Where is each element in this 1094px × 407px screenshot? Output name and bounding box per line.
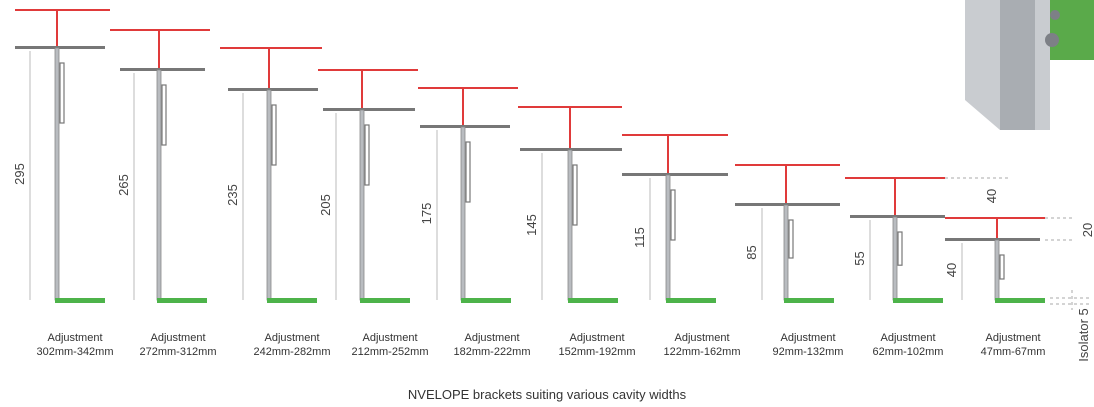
height-label: 85 bbox=[744, 245, 759, 259]
plate bbox=[520, 148, 622, 151]
range-label: 47mm-67mm bbox=[981, 346, 1046, 358]
range-label: 92mm-132mm bbox=[773, 346, 844, 358]
pole bbox=[567, 149, 573, 301]
adjustment-label: Adjustment bbox=[362, 332, 417, 344]
adjustment-label: Adjustment bbox=[674, 332, 729, 344]
clip bbox=[999, 254, 1005, 280]
pole bbox=[892, 216, 898, 301]
range-label: 122mm-162mm bbox=[663, 346, 740, 358]
foot bbox=[893, 298, 943, 303]
range-label: 302mm-342mm bbox=[36, 346, 113, 358]
range-label: 242mm-282mm bbox=[253, 346, 330, 358]
foot bbox=[784, 298, 834, 303]
height-label: 265 bbox=[116, 174, 131, 196]
pole bbox=[460, 126, 466, 301]
height-label: 55 bbox=[852, 251, 867, 265]
foot bbox=[157, 298, 207, 303]
clip bbox=[572, 164, 578, 226]
range-label: 272mm-312mm bbox=[139, 346, 216, 358]
adjustment-label: Adjustment bbox=[569, 332, 624, 344]
clip bbox=[364, 124, 370, 186]
adjustment-label: Adjustment bbox=[264, 332, 319, 344]
height-label: 145 bbox=[524, 214, 539, 236]
foot bbox=[267, 298, 317, 303]
foot bbox=[995, 298, 1045, 303]
plate bbox=[850, 215, 945, 218]
caption: NVELOPE brackets suiting various cavity … bbox=[408, 387, 687, 402]
foot bbox=[666, 298, 716, 303]
product-photo bbox=[965, 0, 1094, 130]
pole bbox=[665, 174, 671, 301]
plate bbox=[323, 108, 415, 111]
clip bbox=[465, 141, 471, 203]
adjustment-label: Adjustment bbox=[464, 332, 519, 344]
clip bbox=[897, 231, 903, 266]
plate bbox=[228, 88, 318, 91]
foot bbox=[360, 298, 410, 303]
offset-label: 40 bbox=[984, 189, 999, 203]
foot bbox=[568, 298, 618, 303]
plate bbox=[622, 173, 728, 176]
range-label: 182mm-222mm bbox=[453, 346, 530, 358]
foot bbox=[55, 298, 105, 303]
clip bbox=[161, 84, 167, 146]
pole bbox=[994, 239, 1000, 301]
clip bbox=[788, 219, 794, 259]
plate bbox=[945, 238, 1040, 241]
pole bbox=[54, 47, 60, 301]
height-label: 175 bbox=[419, 203, 434, 225]
height-label: 235 bbox=[225, 184, 240, 206]
height-label: 115 bbox=[632, 227, 647, 248]
range-label: 62mm-102mm bbox=[873, 346, 944, 358]
adjustment-label: Adjustment bbox=[880, 332, 935, 344]
clip bbox=[59, 62, 65, 124]
clip bbox=[670, 189, 676, 241]
pole bbox=[156, 69, 162, 301]
foot bbox=[461, 298, 511, 303]
pole bbox=[359, 109, 365, 301]
plate bbox=[15, 46, 105, 49]
plate bbox=[735, 203, 840, 206]
adjustment-label: Adjustment bbox=[47, 332, 102, 344]
adjustment-label: Adjustment bbox=[780, 332, 835, 344]
plate bbox=[420, 125, 510, 128]
clip bbox=[271, 104, 277, 166]
adjustment-label: Adjustment bbox=[985, 332, 1040, 344]
height-label: 205 bbox=[318, 194, 333, 216]
right-dimensions bbox=[945, 177, 1090, 310]
adjustment-label: Adjustment bbox=[150, 332, 205, 344]
range-label: 152mm-192mm bbox=[558, 346, 635, 358]
range-label: 212mm-252mm bbox=[351, 346, 428, 358]
height-label: 40 bbox=[944, 263, 959, 277]
pole bbox=[783, 204, 789, 301]
isolator-label: Isolator 5 bbox=[1076, 308, 1091, 361]
pole bbox=[266, 89, 272, 301]
plate bbox=[120, 68, 205, 71]
rail-label: 20 bbox=[1080, 223, 1094, 237]
height-label: 295 bbox=[12, 163, 27, 185]
